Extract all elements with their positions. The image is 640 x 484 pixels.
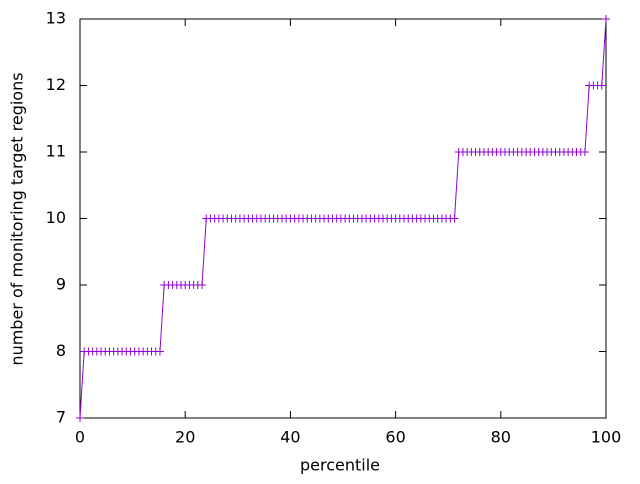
y-tick-label: 12 [46, 75, 66, 94]
x-tick-label: 20 [175, 428, 195, 447]
x-tick-label: 100 [591, 428, 622, 447]
y-tick-label: 8 [56, 341, 66, 360]
y-tick-label: 11 [46, 142, 66, 161]
point [602, 15, 610, 23]
x-tick-label: 0 [75, 428, 85, 447]
point [155, 347, 164, 356]
x-tick-label: 80 [491, 428, 511, 447]
point [597, 81, 606, 90]
y-tick-label: 7 [56, 408, 66, 427]
y-tick-label: 13 [46, 9, 66, 28]
point [198, 281, 207, 289]
point [76, 414, 84, 422]
x-axis-label: percentile [300, 456, 380, 475]
y-axis-label: number of monitoring target regions [8, 72, 27, 365]
x-tick-label: 60 [385, 428, 405, 447]
y-tick-label: 10 [46, 208, 66, 227]
point [580, 148, 589, 156]
point [450, 214, 459, 223]
y-tick-label: 9 [56, 275, 66, 294]
x-tick-label: 40 [280, 428, 300, 447]
